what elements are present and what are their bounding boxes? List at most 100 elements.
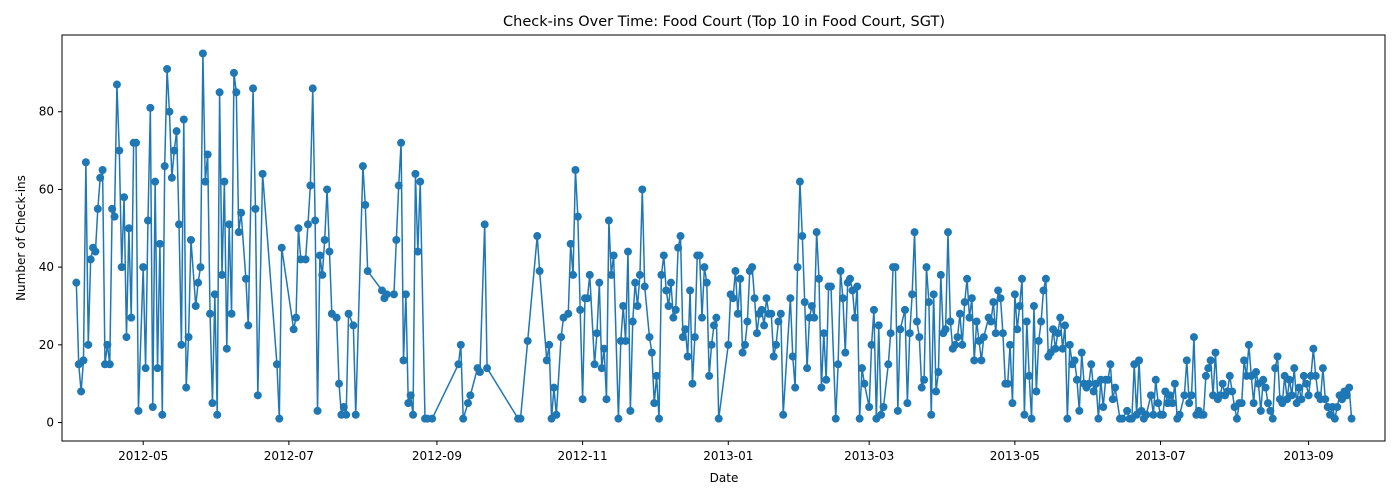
y-axis-label: Number of Check-ins [14,175,28,301]
data-point [206,309,215,318]
data-point [196,263,205,272]
data-point [399,356,408,365]
data-point [676,232,685,241]
data-point [172,127,181,136]
data-point [229,68,238,77]
data-point [1037,317,1046,326]
data-point [836,267,845,276]
chart-title: Check-ins Over Time: Food Court (Top 10 … [503,14,945,30]
data-point [1058,344,1067,353]
data-point [1075,406,1084,415]
data-point [707,340,716,349]
data-point [313,406,322,415]
data-point [191,301,200,310]
data-point [466,391,475,400]
data-point [409,410,418,419]
data-point [740,340,749,349]
data-point [167,173,176,182]
data-point [826,282,835,291]
data-point [1263,399,1272,408]
data-point [908,290,917,299]
data-point [690,333,699,342]
data-point [638,185,647,194]
data-point [979,333,988,342]
data-point [1304,391,1313,400]
data-point [1240,356,1249,365]
data-point [595,278,604,287]
data-point [456,340,465,349]
data-point [143,216,152,225]
data-point [776,309,785,318]
data-point [222,344,231,353]
data-point [738,348,747,357]
data-point [623,247,632,256]
data-point [709,321,718,330]
data-point [705,371,714,380]
data-point [208,399,217,408]
data-point [301,255,310,264]
data-point [1034,336,1043,345]
data-point [339,403,348,411]
data-point [411,169,420,178]
data-point [1266,406,1275,415]
data-point [1321,395,1330,404]
series-markers [72,49,1356,423]
x-tick-label: 2012-09 [412,449,462,463]
data-point [115,146,124,155]
data-point [867,340,876,349]
data-point [1061,321,1069,330]
data-point [184,333,193,342]
data-point [936,270,945,279]
data-point [170,146,179,155]
data-point [342,410,351,419]
data-point [1168,399,1177,408]
data-point [124,224,133,233]
data-point [1285,375,1294,384]
data-point [308,84,317,93]
data-point [1077,348,1086,357]
data-point [712,313,721,322]
data-point [241,274,250,283]
axes-frame [61,34,1386,442]
data-point [1330,414,1339,423]
data-point [600,344,609,353]
data-point [1008,399,1017,408]
data-point [977,356,986,365]
data-point [671,305,680,314]
data-point [834,360,843,369]
data-point [122,333,131,342]
data-point [891,263,900,272]
data-point [812,228,821,237]
data-point [1299,371,1308,380]
data-point [210,290,219,299]
data-point [542,356,551,365]
data-point [552,410,561,419]
data-point [807,301,816,310]
data-point [1185,399,1194,408]
data-point [215,88,224,97]
data-point [416,177,425,186]
data-point [220,177,229,186]
data-point [994,286,1003,295]
x-tick-label: 2013-03 [844,449,894,463]
data-point [227,309,236,318]
data-point [397,138,406,147]
data-point [846,274,855,283]
data-point [967,294,976,303]
x-tick-label: 2012-07 [264,449,314,463]
data-point [413,247,422,256]
data-point [1041,274,1050,283]
data-point [955,309,964,318]
data-point [198,49,207,58]
data-point [86,255,95,264]
data-point [853,282,862,291]
data-point [991,329,1000,338]
data-point [93,204,102,213]
data-point [249,84,258,93]
data-point [920,375,929,384]
data-point [1175,410,1184,419]
data-point [1311,371,1320,380]
x-tick-label: 2013-01 [703,449,753,463]
data-point [1103,375,1112,384]
data-point [1256,406,1265,415]
